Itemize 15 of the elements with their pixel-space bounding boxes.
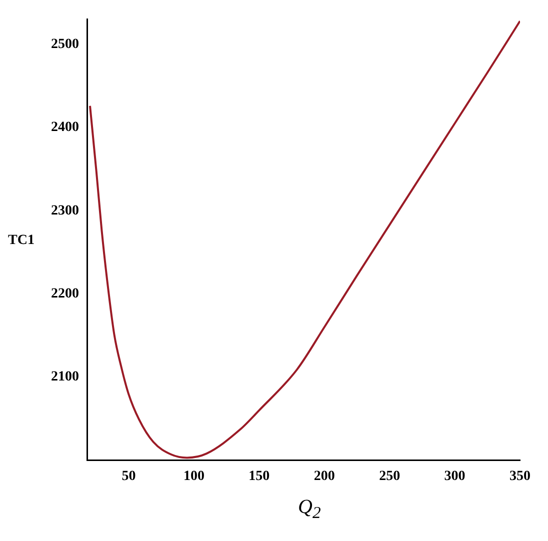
x-axis-title: Q$_{2}$ (298, 496, 321, 523)
y-tick-label: 2200 (51, 286, 79, 302)
x-tick-label: 150 (248, 469, 270, 484)
y-axis-title: TC1 (8, 233, 34, 249)
x-tick-label: 250 (379, 469, 400, 484)
y-tick-label: 2100 (51, 370, 79, 385)
y-tick-label: 2300 (51, 203, 79, 218)
line-series (89, 20, 520, 459)
x-tick-label: 350 (510, 469, 530, 484)
y-tick-label: 2400 (51, 120, 79, 136)
x-tick-label: 100 (183, 469, 204, 484)
x-tick-label: 200 (314, 469, 335, 484)
x-tick-label: 50 (122, 469, 136, 484)
x-tick-label: 300 (444, 469, 466, 484)
y-tick-label: 2500 (51, 36, 79, 52)
